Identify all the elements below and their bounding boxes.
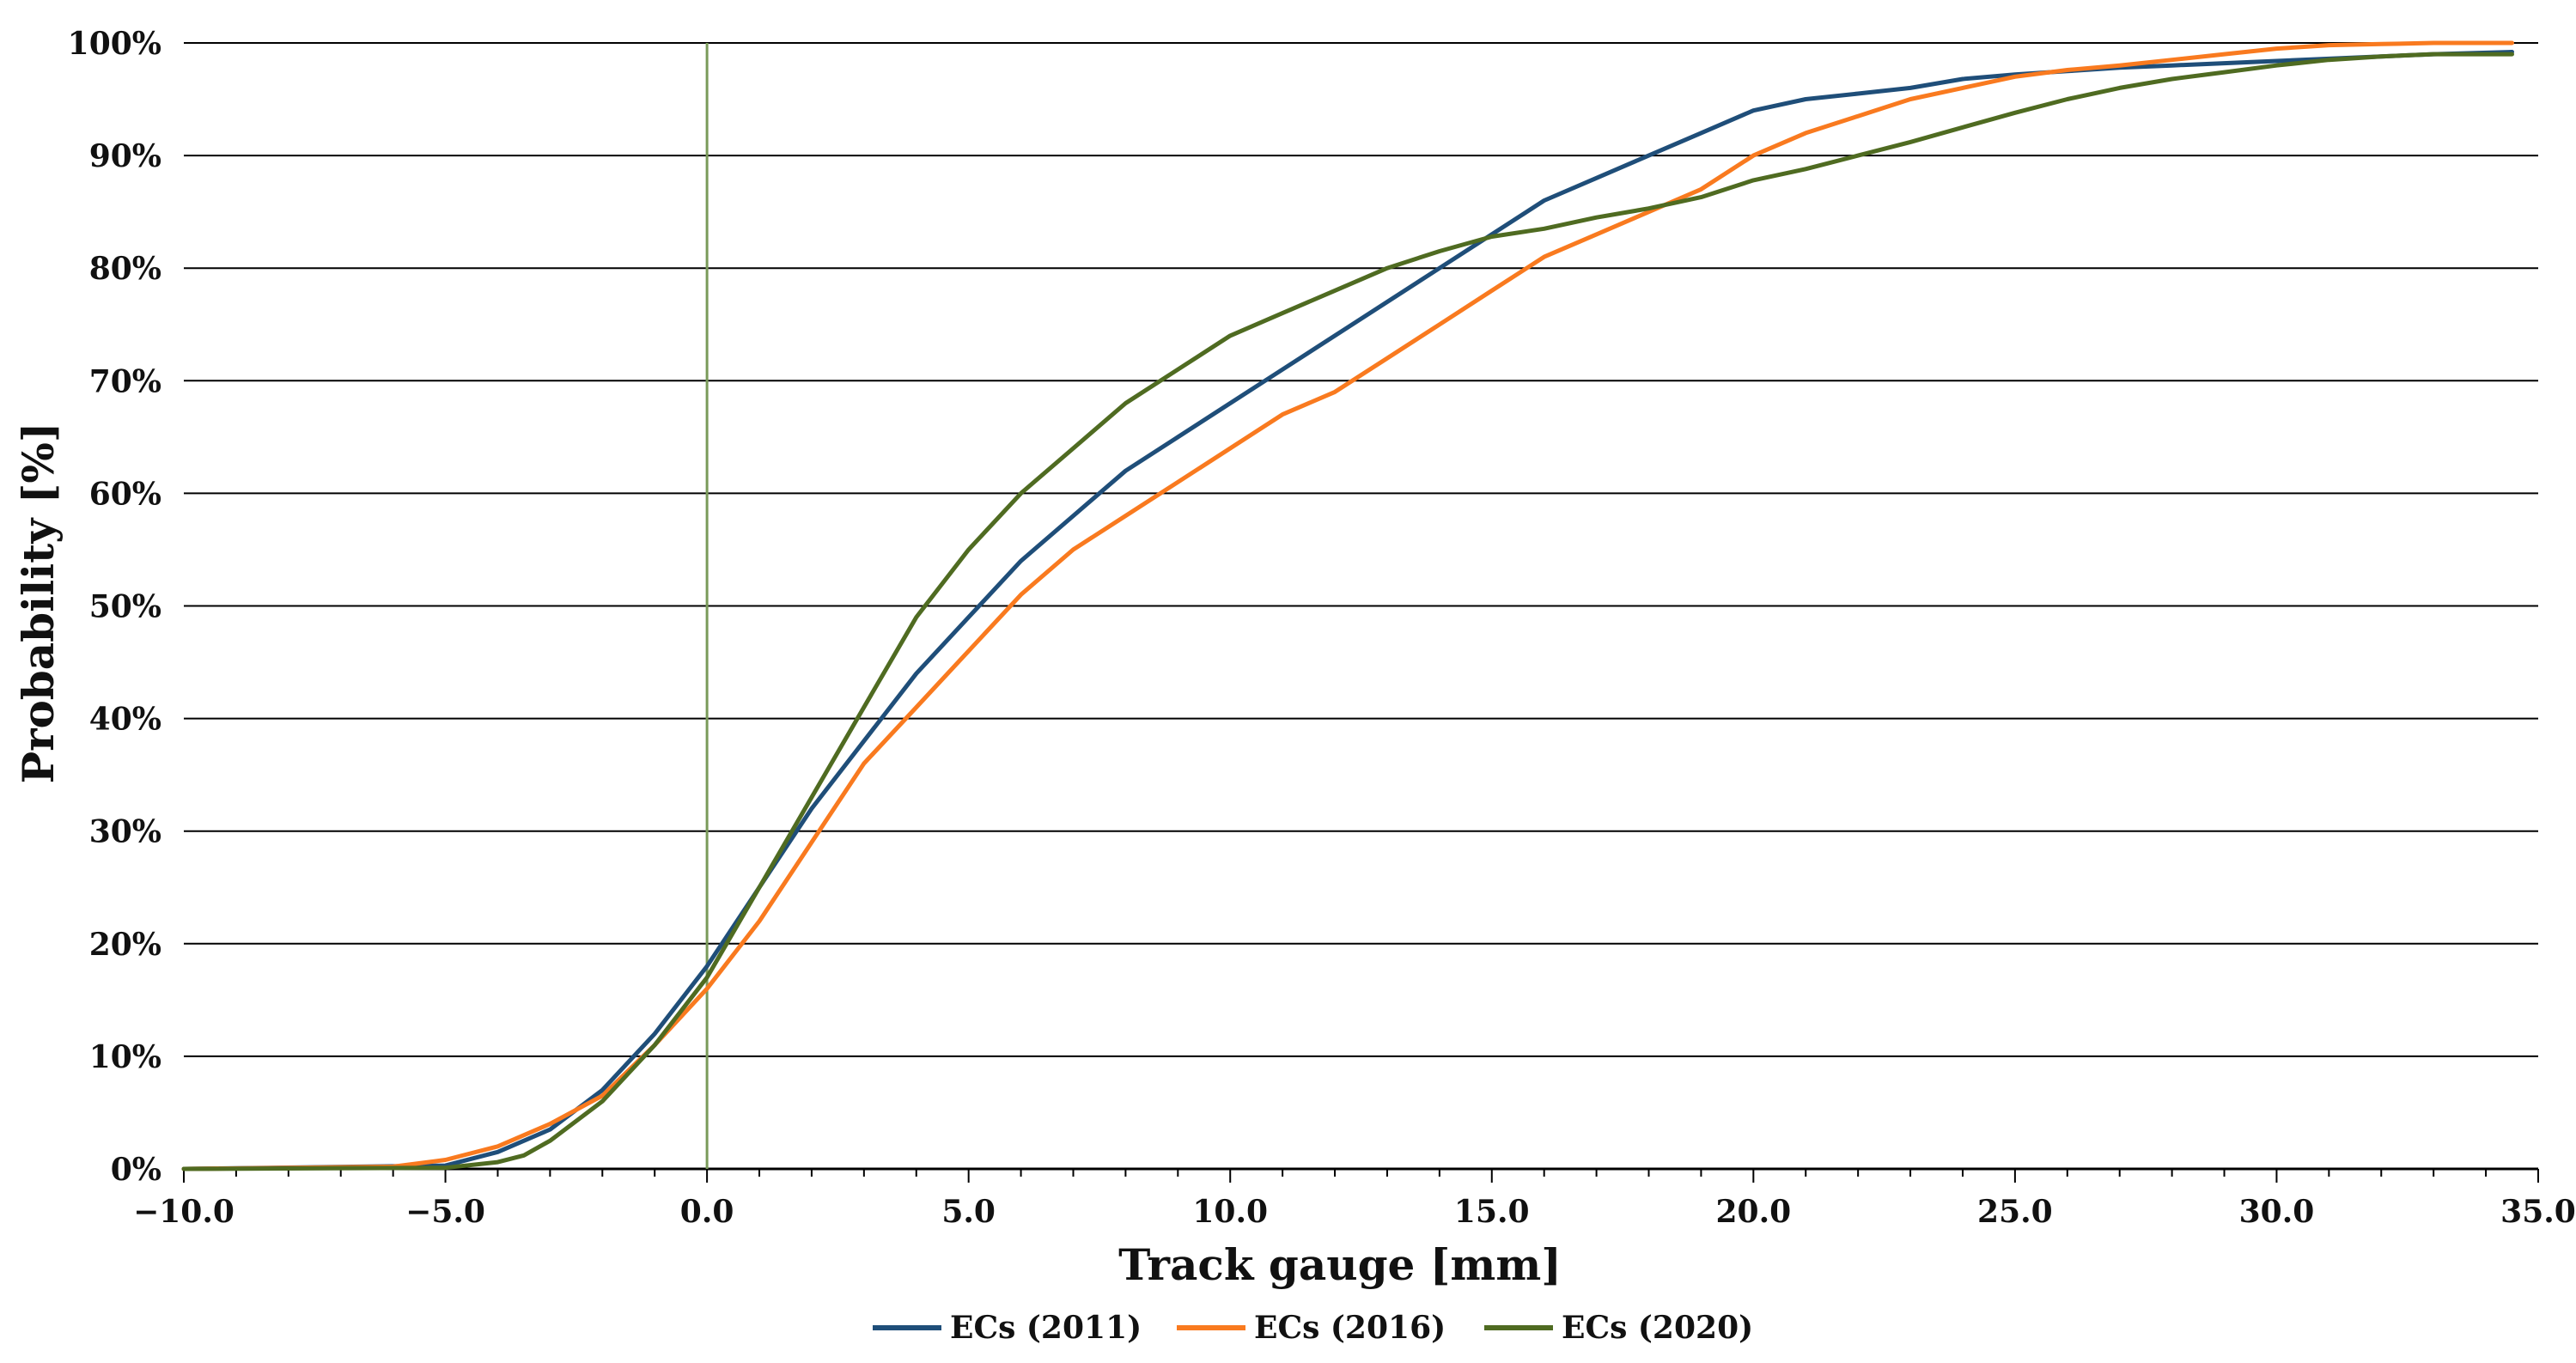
legend-label-3: ECs (2020): [1562, 1310, 1753, 1346]
series-line-2: [181, 40, 2514, 1171]
x-tick-label: 35.0: [2500, 1194, 2576, 1230]
y-tick-label: 20%: [89, 927, 161, 963]
y-tick-label: 60%: [89, 476, 161, 512]
series-line-1: [181, 50, 2514, 1171]
tick-labels: 0% 10% 20% 30% 40% 50% 60% 70% 80% 90% 100% −10.0 −5…: [68, 26, 2576, 1230]
legend-label-1: ECs (2011): [950, 1310, 1142, 1346]
y-tick-label: 30%: [89, 814, 161, 850]
legend-label-2: ECs (2016): [1254, 1310, 1446, 1346]
axes: [183, 43, 2539, 1183]
x-tick-label: 10.0: [1192, 1194, 1268, 1230]
y-tick-label: 10%: [89, 1039, 161, 1075]
series-line-3: [181, 52, 2514, 1171]
y-tick-label: 40%: [89, 702, 161, 738]
y-tick-label: 100%: [68, 26, 161, 62]
x-tick-label: 0.0: [680, 1194, 734, 1230]
plot-area: [181, 40, 2514, 1171]
x-tick-label: 5.0: [941, 1194, 996, 1230]
y-tick-label: 80%: [89, 251, 161, 287]
x-tick-label: 30.0: [2239, 1194, 2315, 1230]
y-tick-label: 70%: [89, 363, 161, 399]
x-axis-title: Track gauge [mm]: [1118, 1239, 1562, 1290]
x-tick-label: 25.0: [1977, 1194, 2053, 1230]
grid-lines: [184, 42, 2538, 1170]
legend: ECs (2011) ECs (2016) ECs (2020): [873, 1310, 1753, 1346]
y-tick-label: 50%: [89, 589, 161, 625]
y-axis-title: Probability [%]: [13, 423, 64, 784]
x-tick-label: −10.0: [133, 1194, 234, 1230]
x-tick-label: −5.0: [405, 1194, 485, 1230]
x-tick-label: 20.0: [1715, 1194, 1791, 1230]
x-tick-label: 15.0: [1454, 1194, 1530, 1230]
y-tick-label: 0%: [111, 1152, 161, 1188]
y-tick-label: 90%: [89, 138, 161, 174]
